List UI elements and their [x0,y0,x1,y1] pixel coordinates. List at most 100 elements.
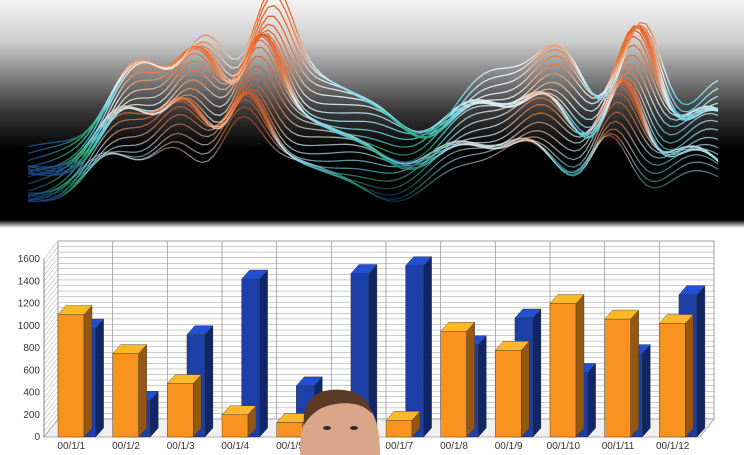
back-bar-side [259,269,268,438]
back-bar-side [587,362,596,438]
grid-line [43,357,59,376]
back-bar-top [350,264,378,274]
y-tick-label: 200 [23,410,40,421]
front-bar-front [385,420,413,438]
surface-line [27,4,719,162]
grid-line [43,274,59,293]
grid-line [43,279,59,299]
grid-line [43,396,59,415]
grid-line [43,307,59,326]
surface-line [27,33,719,172]
surface-line [27,75,719,192]
front-bar-top [112,344,148,354]
front-bar-top [604,309,640,320]
grid-line [43,290,59,310]
front-bar-top [221,405,257,415]
surface-line [27,35,719,169]
grid-line [43,340,59,360]
front-bar-front [57,314,85,438]
surface-plot [27,0,719,203]
front-bar-front [112,353,139,438]
front-bar-front [276,422,303,438]
front-bar-side [575,293,585,438]
grid-line [43,352,59,371]
y-tick-label: 1600 [18,254,41,265]
back-bar-side [95,318,104,438]
front-bar-top [57,305,93,315]
x-tick-label: 00/1/12 [656,441,690,452]
surface-line [27,98,719,196]
grid-line [43,285,59,304]
back-bar-side [696,285,706,438]
back-bar-side [532,308,542,438]
y-tick-label: 1400 [18,276,41,287]
x-tick-label: 00/1/10 [547,441,581,452]
back-bar-top [295,376,323,387]
front-bar-front [604,318,631,438]
x-tick-label: 00/1/11 [602,441,635,452]
front-bar [166,374,202,438]
back-bar-side [423,256,432,438]
grid-line [43,302,59,321]
y-axis-ticks: 0 200 400 600 800 1000 1200 1400 1600 [18,254,41,443]
front-bar-front [440,331,467,438]
x-tick-label: 00/1/1 [57,441,85,452]
front-bar [385,410,421,438]
grid-line [43,263,59,282]
front-bar-top [658,314,694,324]
back-bar-top [678,285,706,295]
grid-line [43,391,59,410]
back-bar-top [241,269,269,280]
y-tick-label: 0 [34,432,40,443]
front-bar-front [549,303,577,438]
back-bar [241,269,269,438]
grid-line [43,329,59,349]
x-tick-label: 00/1/7 [385,441,413,452]
grid-line [43,407,59,427]
front-bar-top [494,341,530,351]
surface-line [27,106,719,200]
front-bar-top [166,374,202,384]
y-tick-label: 600 [23,365,40,376]
grid-line [43,318,59,338]
front-bar-front [167,383,194,438]
front-bar-side [193,374,202,438]
front-bar [549,293,585,438]
grid-line [43,346,59,365]
front-bar [658,313,694,438]
front-bar-top [385,411,421,421]
front-bar-side [138,344,147,438]
front-bar [57,305,93,438]
back-bar [405,256,433,438]
front-bar-side [685,313,694,438]
grid-line [43,368,59,388]
grid-line [43,268,59,287]
grid-line [43,313,59,332]
front-bar-front [495,350,522,438]
front-bar-side [630,309,639,438]
back-bar-top [514,308,542,319]
x-tick-label: 00/1/4 [221,441,249,452]
surface-line [27,93,719,195]
x-tick-label: 00/1/9 [495,441,523,452]
x-tick-label: 00/1/8 [440,441,468,452]
front-bar-side [466,321,475,438]
front-bar-top [440,322,476,332]
person-photo [300,389,380,455]
grid-line [43,363,59,382]
front-bar-front [221,414,249,438]
front-bar [604,309,640,438]
grid-line [43,240,59,260]
grid-line [43,324,59,343]
grid-line [43,379,59,399]
back-bar-side [478,335,487,438]
front-bar [112,344,148,438]
x-tick-label: 00/1/2 [112,441,140,452]
surface-line [27,0,719,154]
grid-line [43,402,59,421]
y-tick-label: 1000 [18,321,41,332]
grid-line [43,413,59,432]
back-bar-top [186,325,214,335]
